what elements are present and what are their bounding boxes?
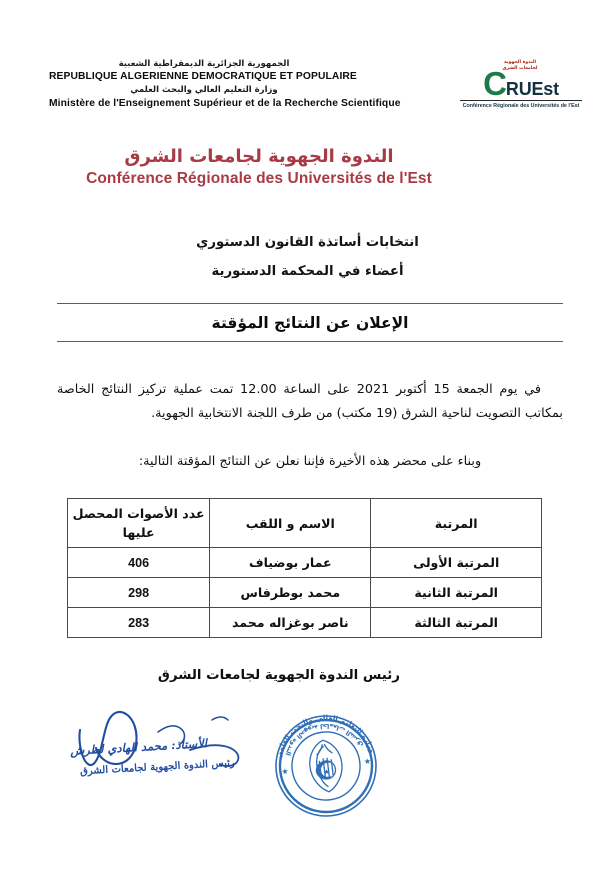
cell-name: محمد بوطرفاس <box>209 577 372 608</box>
handwritten-signature-icon <box>78 710 240 767</box>
cruest-logo: الندوة الجهوية لجامعات الشرق CRUEst Conf… <box>460 60 582 109</box>
paragraph-two: وبناء على محضر هذه الأخيرة فإننا نعلن عن… <box>138 454 482 469</box>
logo-letters-ruest: RUEst <box>505 78 559 99</box>
results-table: المرتبة الاسم و اللقب عدد الأصوات المحصل… <box>66 498 542 638</box>
heading-rule-bottom <box>57 341 563 342</box>
cell-name: عمار بوضياف <box>209 547 372 578</box>
state-name-arabic: الجمهورية الجزائرية الديمقراطية الشعبية <box>118 59 290 69</box>
logo-wordmark: CRUEst <box>460 67 582 100</box>
header-text-block: الجمهورية الجزائرية الديمقراطية الشعبية … <box>49 58 401 111</box>
logo-arabic-line-1: الندوة الجهوية <box>503 60 537 65</box>
paragraph-one-text: في يوم الجمعة 15 أكتوبر 2021 على الساعة … <box>57 382 563 421</box>
logo-divider <box>460 99 582 101</box>
table-row: المرتبة الثالثة ناصر بوغزاله محمد 283 <box>66 607 542 638</box>
main-heading: الإعلان عن النتائج المؤقتة <box>211 314 409 332</box>
logo-caption: Conférence Régionale des Universités de … <box>462 102 580 109</box>
ministry-name-french: Ministère de l'Enseignement Supérieur et… <box>49 98 401 109</box>
subtitle-block: انتخابات أساتذة القانون الدستوري أعضاء ف… <box>0 228 615 286</box>
svg-text:وزارة التعليم العالي والبحث ال: وزارة التعليم العالي والبحث العلمي <box>269 708 377 766</box>
paragraph-one: في يوم الجمعة 15 أكتوبر 2021 على الساعة … <box>57 378 563 426</box>
results-table-wrapper: المرتبة الاسم و اللقب عدد الأصوات المحصل… <box>66 498 542 638</box>
signatory-title: رئيس الندوة الجهوية لجامعات الشرق <box>157 668 400 683</box>
cell-votes: 298 <box>66 577 211 608</box>
subtitle-line-1: انتخابات أساتذة القانون الدستوري <box>196 235 419 250</box>
column-header-votes: عدد الأصوات المحصل عليها <box>66 498 211 548</box>
table-row: المرتبة الثانية محمد بوطرفاس 298 <box>66 577 542 608</box>
svg-text:★: ★ <box>323 768 330 777</box>
main-heading-block: الإعلان عن النتائج المؤقتة <box>57 303 563 342</box>
cell-votes: 283 <box>66 607 211 638</box>
state-name-french: REPUBLIQUE ALGERIENNE DEMOCRATIQUE ET PO… <box>49 71 357 82</box>
organization-title-french: Conférence Régionale des Universités de … <box>86 170 432 187</box>
column-header-name: الاسم و اللقب <box>209 498 372 548</box>
stamp-outer-text: وزارة التعليم العالي والبحث العلمي <box>269 708 377 766</box>
heading-rule-top <box>57 303 563 304</box>
organization-title: الندوة الجهوية لجامعات الشرق Conférence … <box>49 145 469 189</box>
stamp-emblem: ★ <box>309 739 343 793</box>
cell-rank: المرتبة الأولى <box>370 547 542 578</box>
signature-block: الأستاذ: محمد الهادي لطرش رئيس الندوة ال… <box>62 702 312 802</box>
subtitle-line-2: أعضاء في المحكمة الدستورية <box>211 264 404 279</box>
stamp-star-left: ★ <box>281 767 289 777</box>
cell-name: ناصر بوغزاله محمد <box>209 607 372 638</box>
official-stamp-icon: وزارة التعليم العالي والبحث العلمي الندو… <box>269 708 377 817</box>
cell-rank: المرتبة الثالثة <box>370 607 542 638</box>
organization-title-arabic: الندوة الجهوية لجامعات الشرق <box>124 146 394 167</box>
logo-arabic-line-2: لجامعات الشرق <box>502 66 538 72</box>
ministry-name-arabic: وزارة التعليم العالي والبحث العلمي <box>130 85 278 95</box>
logo-letter-c: C <box>483 64 507 102</box>
stamp-star-right: ★ <box>363 757 371 767</box>
cell-votes: 406 <box>66 547 211 578</box>
cell-rank: المرتبة الثانية <box>370 577 542 608</box>
table-header-row: المرتبة الاسم و اللقب عدد الأصوات المحصل… <box>66 498 542 548</box>
document-header: الجمهورية الجزائرية الديمقراطية الشعبية … <box>0 58 615 138</box>
table-row: المرتبة الأولى عمار بوضياف 406 <box>66 547 542 578</box>
column-header-rank: المرتبة <box>370 498 542 548</box>
